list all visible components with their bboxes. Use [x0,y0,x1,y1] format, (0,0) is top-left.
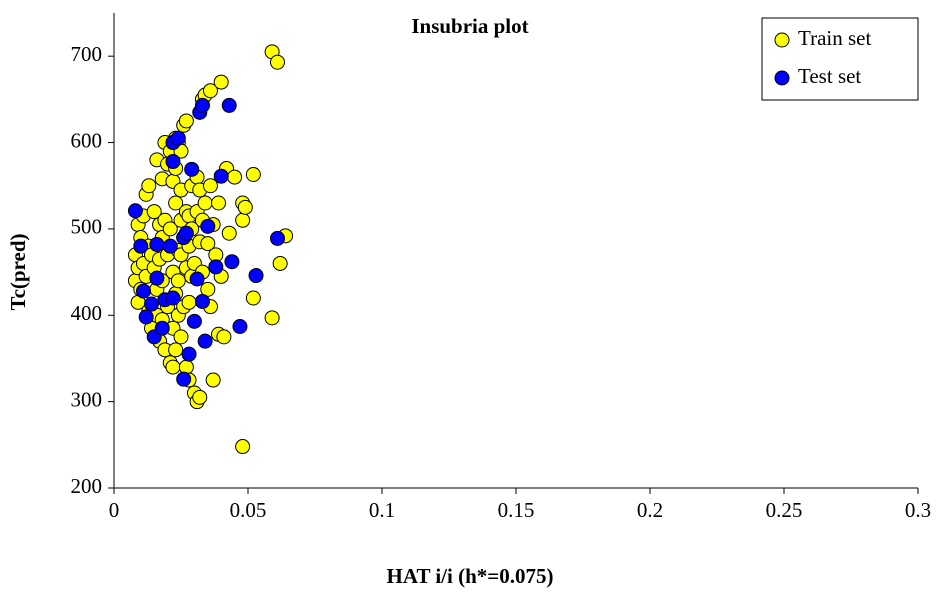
point [173,329,189,345]
point [235,439,251,455]
x-tick-label: 0.15 [498,498,535,522]
point [165,154,181,170]
point [202,83,218,99]
x-axis-label: HAT i/i (h*=0.075) [387,564,554,588]
point [221,97,237,113]
point [135,283,151,299]
point [192,389,208,405]
point [181,294,197,310]
y-axis-label: Tc(pred) [6,233,30,310]
point [216,329,232,345]
point [162,221,178,237]
point [146,204,162,220]
x-tick-label: 0.25 [766,498,803,522]
point [208,259,224,275]
chart-title: Insubria plot [411,14,528,38]
legend-label: Train set [798,26,871,50]
point [269,230,285,246]
point [178,113,194,129]
point [211,195,227,211]
y-tick-label: 300 [71,387,103,411]
x-tick-label: 0.3 [905,498,931,522]
point [168,342,184,358]
y-tick-label: 700 [71,42,103,66]
point [181,346,197,362]
point [133,238,149,254]
point [138,309,154,325]
point [245,167,261,182]
point [189,271,205,287]
point [272,255,288,271]
point [176,371,192,387]
x-tick-label: 0.1 [369,498,395,522]
point [227,169,243,185]
point [149,270,165,286]
point [200,236,216,252]
point [144,296,160,312]
y-tick-label: 600 [71,128,103,152]
legend-marker [774,32,790,48]
x-tick-label: 0.05 [230,498,267,522]
point [194,293,210,309]
y-tick-label: 400 [71,301,103,325]
point [165,359,181,375]
point [213,74,229,90]
point [245,290,261,306]
point [170,273,186,289]
point [205,372,221,388]
point [149,236,165,252]
point [224,254,240,270]
point [200,218,216,234]
point [194,97,210,113]
point [178,225,194,241]
point [154,320,170,336]
point [184,161,200,177]
x-tick-label: 0.2 [637,498,663,522]
point [232,319,248,334]
point [237,199,253,215]
point [165,290,181,306]
point [127,203,143,219]
point [141,178,157,194]
point [235,212,251,228]
point [162,238,178,254]
point [170,130,186,146]
y-tick-label: 500 [71,215,103,239]
point [213,168,229,184]
legend-marker [774,70,790,86]
y-tick-label: 200 [71,474,103,498]
point [197,333,213,349]
legend-label: Test set [798,64,861,88]
point [269,54,285,70]
point [197,195,213,211]
point [221,225,237,241]
point [202,178,218,194]
point [248,268,264,284]
point [178,359,194,375]
point [168,195,184,211]
point [186,313,202,329]
legend-box [761,17,919,101]
point [264,310,280,326]
x-tick-label: 0 [109,498,120,522]
